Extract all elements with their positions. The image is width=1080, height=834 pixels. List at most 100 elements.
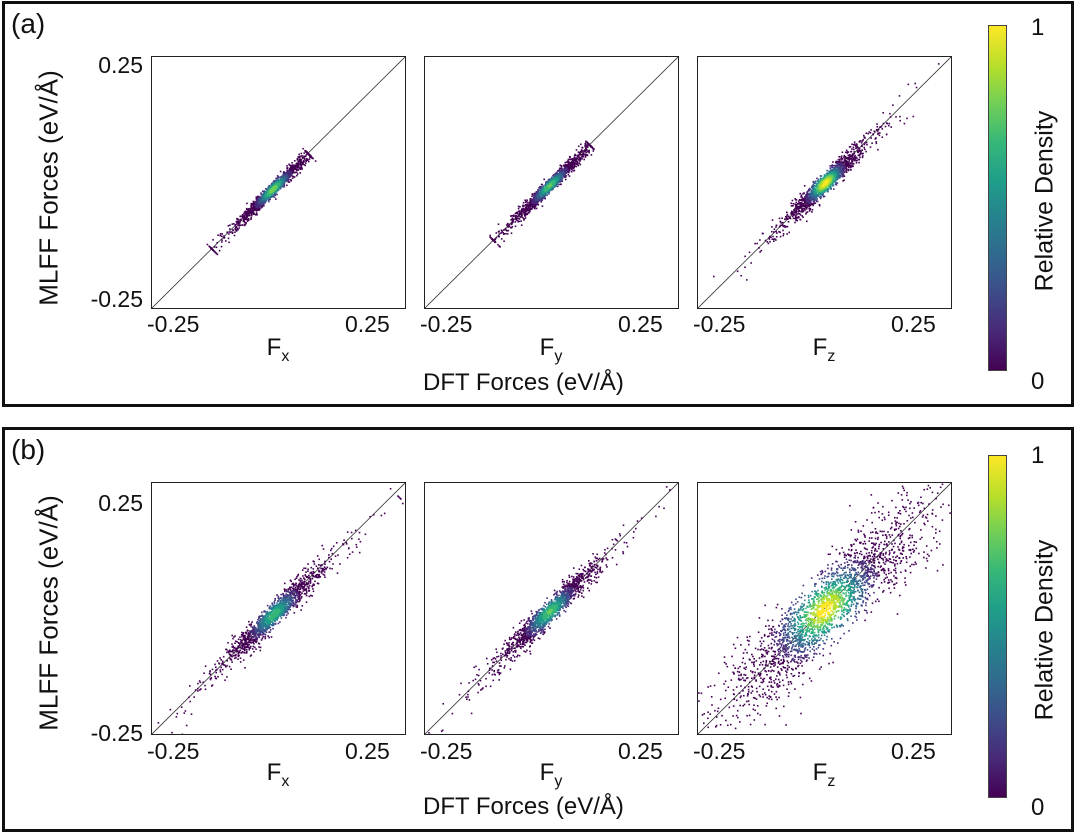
data-point (786, 217, 788, 219)
data-point (308, 160, 310, 163)
data-point (300, 609, 302, 611)
data-point (256, 213, 258, 216)
data-point (226, 648, 228, 651)
data-point (520, 212, 523, 215)
data-point (839, 167, 842, 170)
data-point (315, 565, 318, 567)
data-point (314, 580, 316, 583)
data-point (861, 140, 864, 142)
data-point (221, 239, 223, 241)
data-point (796, 205, 798, 207)
data-point (823, 190, 825, 192)
data-point (756, 242, 758, 245)
data-point (840, 164, 842, 167)
data-point (539, 186, 541, 188)
data-point (300, 582, 303, 585)
data-point (525, 200, 528, 203)
data-point (567, 158, 570, 161)
data-point (781, 223, 784, 226)
data-point (769, 235, 771, 238)
data-point (237, 638, 240, 641)
data-point (215, 246, 218, 249)
data-point (369, 515, 371, 518)
panel-b: (b) MLFF Forces (eV/Å) 0.25 -0.25 -0.25 … (2, 427, 1074, 832)
data-point (248, 214, 251, 217)
data-point (328, 556, 330, 559)
data-point (260, 206, 263, 209)
data-point (234, 642, 236, 644)
data-point (296, 159, 299, 161)
data-point (845, 162, 847, 164)
data-point (298, 153, 300, 156)
data-point (843, 160, 846, 163)
data-point (831, 166, 833, 169)
data-point (851, 148, 853, 150)
data-point (239, 636, 241, 639)
data-point (875, 137, 877, 139)
data-point (584, 143, 586, 145)
data-point (289, 176, 292, 178)
data-point (811, 188, 814, 190)
data-point (275, 192, 277, 194)
data-point (750, 262, 752, 264)
data-point (822, 186, 825, 188)
data-point (829, 167, 831, 170)
data-point (784, 225, 786, 227)
data-point (277, 185, 280, 188)
data-point (227, 225, 230, 227)
data-point (572, 169, 574, 172)
data-point (258, 643, 261, 645)
data-point (324, 560, 326, 563)
data-point (856, 150, 859, 152)
data-point (312, 590, 315, 593)
data-point (796, 216, 798, 219)
data-point (811, 211, 813, 213)
data-point (808, 187, 811, 190)
data-point (843, 165, 846, 167)
data-point (183, 712, 186, 714)
data-point (849, 158, 852, 160)
data-point (257, 209, 259, 211)
data-point (282, 182, 284, 185)
data-point (303, 163, 306, 166)
data-point (808, 195, 810, 197)
data-point (301, 163, 303, 166)
data-point (489, 234, 491, 237)
data-point (294, 160, 296, 162)
data-point (811, 191, 814, 194)
data-point (563, 164, 566, 166)
data-point (796, 219, 799, 222)
data-point (830, 172, 832, 174)
density-points (713, 63, 940, 281)
data-point (303, 152, 305, 154)
data-point (273, 194, 276, 196)
data-point (258, 198, 260, 201)
data-point (563, 170, 566, 173)
data-point (517, 217, 520, 220)
data-point (234, 635, 236, 637)
data-point (222, 663, 224, 666)
data-point (817, 186, 820, 189)
data-point (849, 166, 852, 169)
data-point (853, 151, 856, 153)
scatter-plot-fx (152, 57, 405, 308)
data-point (779, 231, 781, 234)
data-point (890, 126, 892, 128)
data-point (243, 636, 245, 639)
data-point (570, 170, 573, 173)
data-point (287, 181, 290, 183)
data-point (843, 179, 845, 181)
data-point (498, 230, 500, 233)
data-point (299, 156, 301, 159)
data-point (795, 214, 798, 216)
data-point (246, 214, 248, 217)
data-point (585, 146, 588, 149)
data-point (563, 175, 566, 177)
data-point (302, 586, 304, 588)
data-point (559, 183, 562, 185)
data-point (175, 716, 178, 718)
data-point (790, 212, 793, 214)
data-point (802, 208, 805, 210)
data-point (850, 150, 852, 153)
data-point (518, 213, 521, 216)
